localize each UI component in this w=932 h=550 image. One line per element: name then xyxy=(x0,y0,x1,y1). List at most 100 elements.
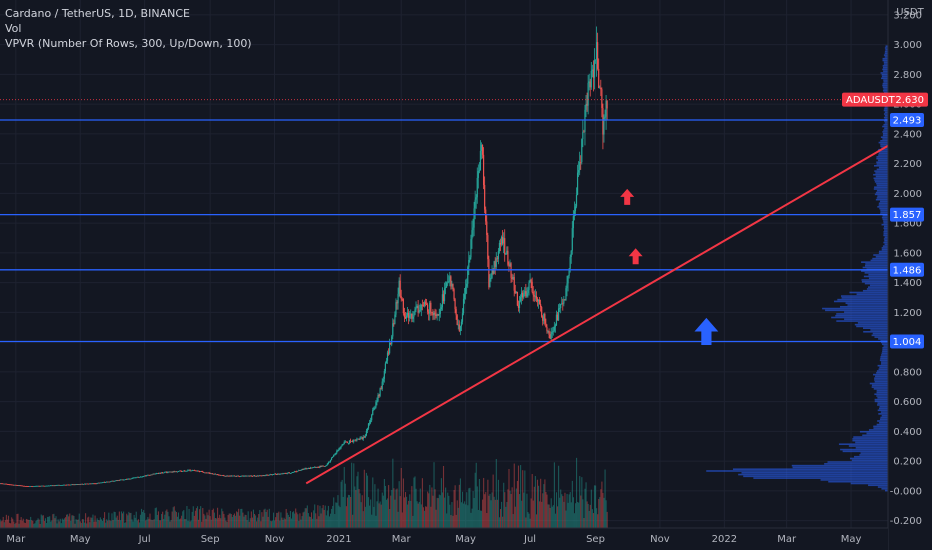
volume-bar xyxy=(485,492,487,528)
vpvr-row xyxy=(883,232,888,235)
volume-bar xyxy=(117,519,119,528)
arrow-up-icon[interactable] xyxy=(628,248,643,265)
volume-bar xyxy=(336,502,338,528)
volume-bar xyxy=(229,513,231,528)
candle-body xyxy=(430,302,432,312)
candle-body xyxy=(69,484,71,486)
candle-body xyxy=(453,289,455,300)
candle-body xyxy=(129,478,131,480)
volume-bar xyxy=(582,499,584,528)
volume-bar xyxy=(498,517,501,528)
candle-body xyxy=(301,469,303,471)
candle-body xyxy=(336,450,338,453)
x-tick-label: Mar xyxy=(777,534,797,545)
candle-body xyxy=(181,471,183,472)
arrow-up-icon[interactable] xyxy=(620,188,635,205)
volume-bar xyxy=(47,516,49,528)
candle-body xyxy=(405,315,408,319)
candle-body xyxy=(219,474,221,476)
volume-bar xyxy=(230,514,232,528)
volume-bar xyxy=(379,501,381,528)
vpvr-row xyxy=(878,154,888,156)
volume-bar xyxy=(58,521,60,528)
volume-bar xyxy=(460,502,463,528)
vpvr-row xyxy=(873,388,888,390)
candle-body xyxy=(339,447,341,449)
candle-body xyxy=(284,473,286,474)
candle-body xyxy=(542,316,544,321)
vpvr-row xyxy=(880,209,888,212)
vpvr-row xyxy=(878,202,888,205)
candle-body xyxy=(391,336,393,345)
candle-body xyxy=(570,250,572,257)
volume-bar xyxy=(344,483,346,528)
volume-bar xyxy=(306,505,308,528)
vpvr-row xyxy=(873,164,888,167)
vpvr-row xyxy=(822,307,888,310)
volume-bar xyxy=(422,507,425,528)
time-axis[interactable] xyxy=(0,528,888,550)
volume-bar xyxy=(601,481,603,528)
volume-bar xyxy=(529,518,531,528)
volume-bar xyxy=(449,504,451,528)
candle-body xyxy=(378,395,380,396)
volume-bar xyxy=(503,482,505,528)
candle-body xyxy=(115,480,117,482)
candle-body xyxy=(603,117,605,135)
volume-bar xyxy=(410,500,412,528)
candle-body xyxy=(83,483,86,485)
volume-bar xyxy=(378,503,380,528)
volume-bar xyxy=(468,488,470,528)
volume-bar xyxy=(198,519,200,528)
candle-body xyxy=(155,473,157,475)
vpvr-row xyxy=(883,70,888,72)
volume-bar xyxy=(170,519,172,528)
vpvr-row xyxy=(855,441,888,444)
candle-body xyxy=(36,485,38,487)
candle-body xyxy=(324,466,326,467)
candle-body xyxy=(4,483,6,485)
volume-bar xyxy=(513,463,515,528)
candle-body xyxy=(522,292,524,298)
legend-volume[interactable]: Vol xyxy=(5,22,22,35)
vpvr-row xyxy=(876,197,888,199)
arrow-up-icon[interactable] xyxy=(694,317,719,346)
volume-bar xyxy=(564,492,566,528)
vpvr-row xyxy=(883,61,888,64)
legend-vpvr[interactable]: VPVR (Number Of Rows, 300, Up/Down, 100) xyxy=(5,37,252,50)
volume-bar xyxy=(144,513,146,528)
candle-body xyxy=(363,437,365,438)
vpvr-row xyxy=(863,275,888,278)
legend-symbol[interactable]: Cardano / TetherUS, 1D, BINANCE xyxy=(5,7,190,20)
vpvr-row xyxy=(875,175,888,178)
vpvr-row xyxy=(880,72,888,74)
volume-bar xyxy=(566,493,568,528)
volume-bar xyxy=(573,513,576,528)
volume-bar xyxy=(29,519,31,528)
volume-bar xyxy=(213,512,215,528)
candle-body xyxy=(417,306,419,313)
candle-body xyxy=(53,485,55,487)
candle-body xyxy=(139,476,142,478)
trendline[interactable] xyxy=(305,144,889,485)
candle-body xyxy=(68,484,70,486)
volume-bar xyxy=(298,520,300,528)
volume-bar xyxy=(0,519,1,528)
candle-body xyxy=(384,363,386,371)
candle-body xyxy=(109,481,111,483)
candle-body xyxy=(580,162,582,163)
volume-bar xyxy=(454,485,456,528)
volume-bar xyxy=(511,487,513,528)
volume-bar xyxy=(41,515,43,528)
volume-bar xyxy=(130,512,132,528)
vpvr-row xyxy=(841,297,888,299)
vpvr-row xyxy=(876,182,888,185)
volume-bar xyxy=(204,515,206,528)
volume-bar xyxy=(253,513,256,528)
candle-body xyxy=(207,472,209,474)
volume-bar xyxy=(2,516,4,528)
volume-bar xyxy=(219,514,221,528)
candle-body xyxy=(352,441,354,443)
vpvr-row xyxy=(836,313,888,315)
